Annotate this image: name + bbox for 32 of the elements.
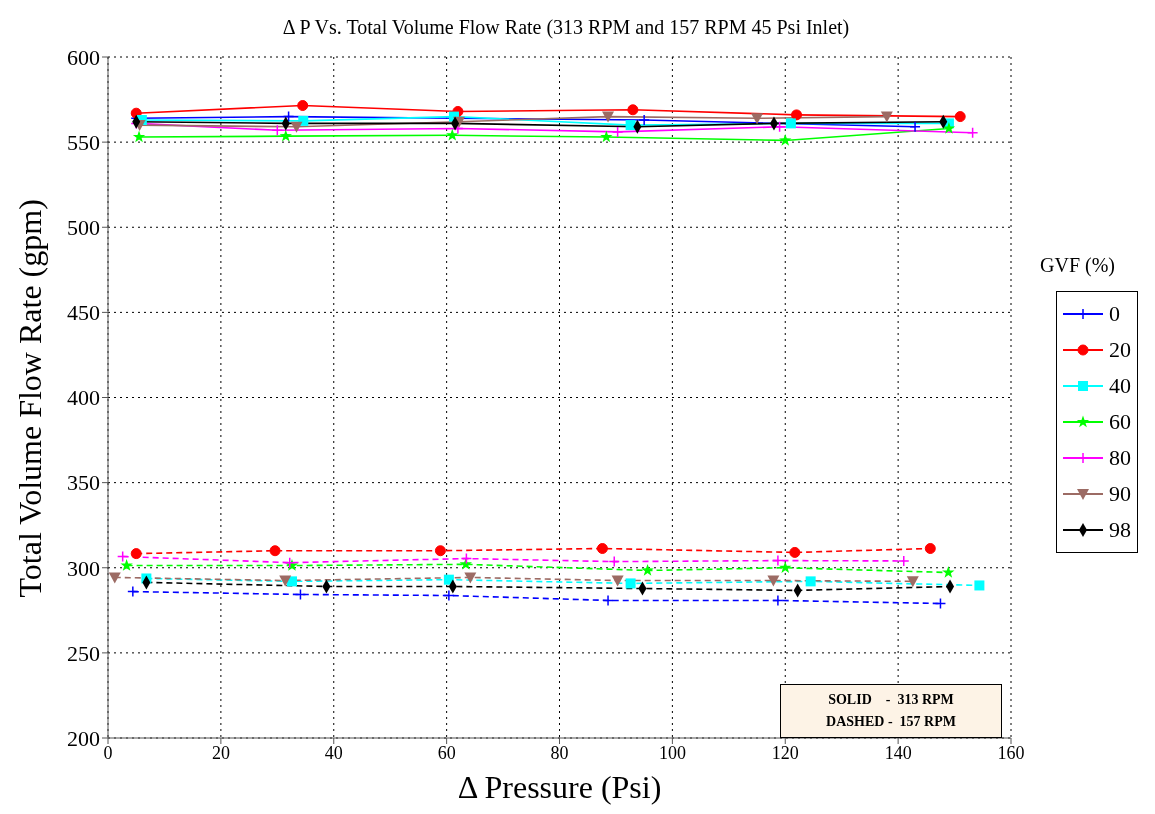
y-tick-label: 400	[67, 385, 100, 411]
legend-label: 0	[1109, 301, 1120, 327]
legend-label: 40	[1109, 373, 1131, 399]
legend-label: 98	[1109, 517, 1131, 543]
note-box: SOLID - 313 RPM DASHED - 157 RPM	[780, 684, 1002, 738]
legend-label: 60	[1109, 409, 1131, 435]
y-tick-label: 250	[67, 640, 100, 666]
x-axis-title: Δ Pressure (Psi)	[457, 769, 662, 805]
x-tick-label: 120	[771, 742, 799, 763]
legend-label: 90	[1109, 481, 1131, 507]
y-tick-label: 300	[67, 555, 100, 581]
x-tick-label: 60	[437, 742, 456, 763]
x-tick-label: 160	[997, 742, 1025, 763]
x-tick-label: 0	[103, 742, 113, 763]
y-tick-label: 200	[67, 725, 100, 751]
x-tick-label: 80	[550, 742, 569, 763]
y-tick-label: 600	[67, 44, 100, 70]
legend-label: 80	[1109, 445, 1131, 471]
legend-title: GVF (%)	[1040, 254, 1116, 277]
y-tick-label: 450	[67, 300, 100, 326]
y-tick-label: 350	[67, 470, 100, 496]
annotation: SOLID - 313 RPM	[827, 691, 955, 709]
x-tick-label: 20	[211, 742, 230, 763]
y-tick-label: 550	[67, 129, 100, 155]
x-tick-label: 100	[658, 742, 686, 763]
x-tick-label: 140	[884, 742, 912, 763]
legend-label: 20	[1109, 337, 1131, 363]
x-tick-label: 40	[324, 742, 343, 763]
y-tick-label: 500	[67, 215, 100, 241]
y-axis-title: Total Volume Flow Rate (gpm)	[12, 199, 49, 598]
chart-title: Δ P Vs. Total Volume Flow Rate (313 RPM and 157 RPM 45 Psi Inlet)	[281, 16, 851, 39]
annotation: DASHED - 157 RPM	[825, 713, 957, 731]
